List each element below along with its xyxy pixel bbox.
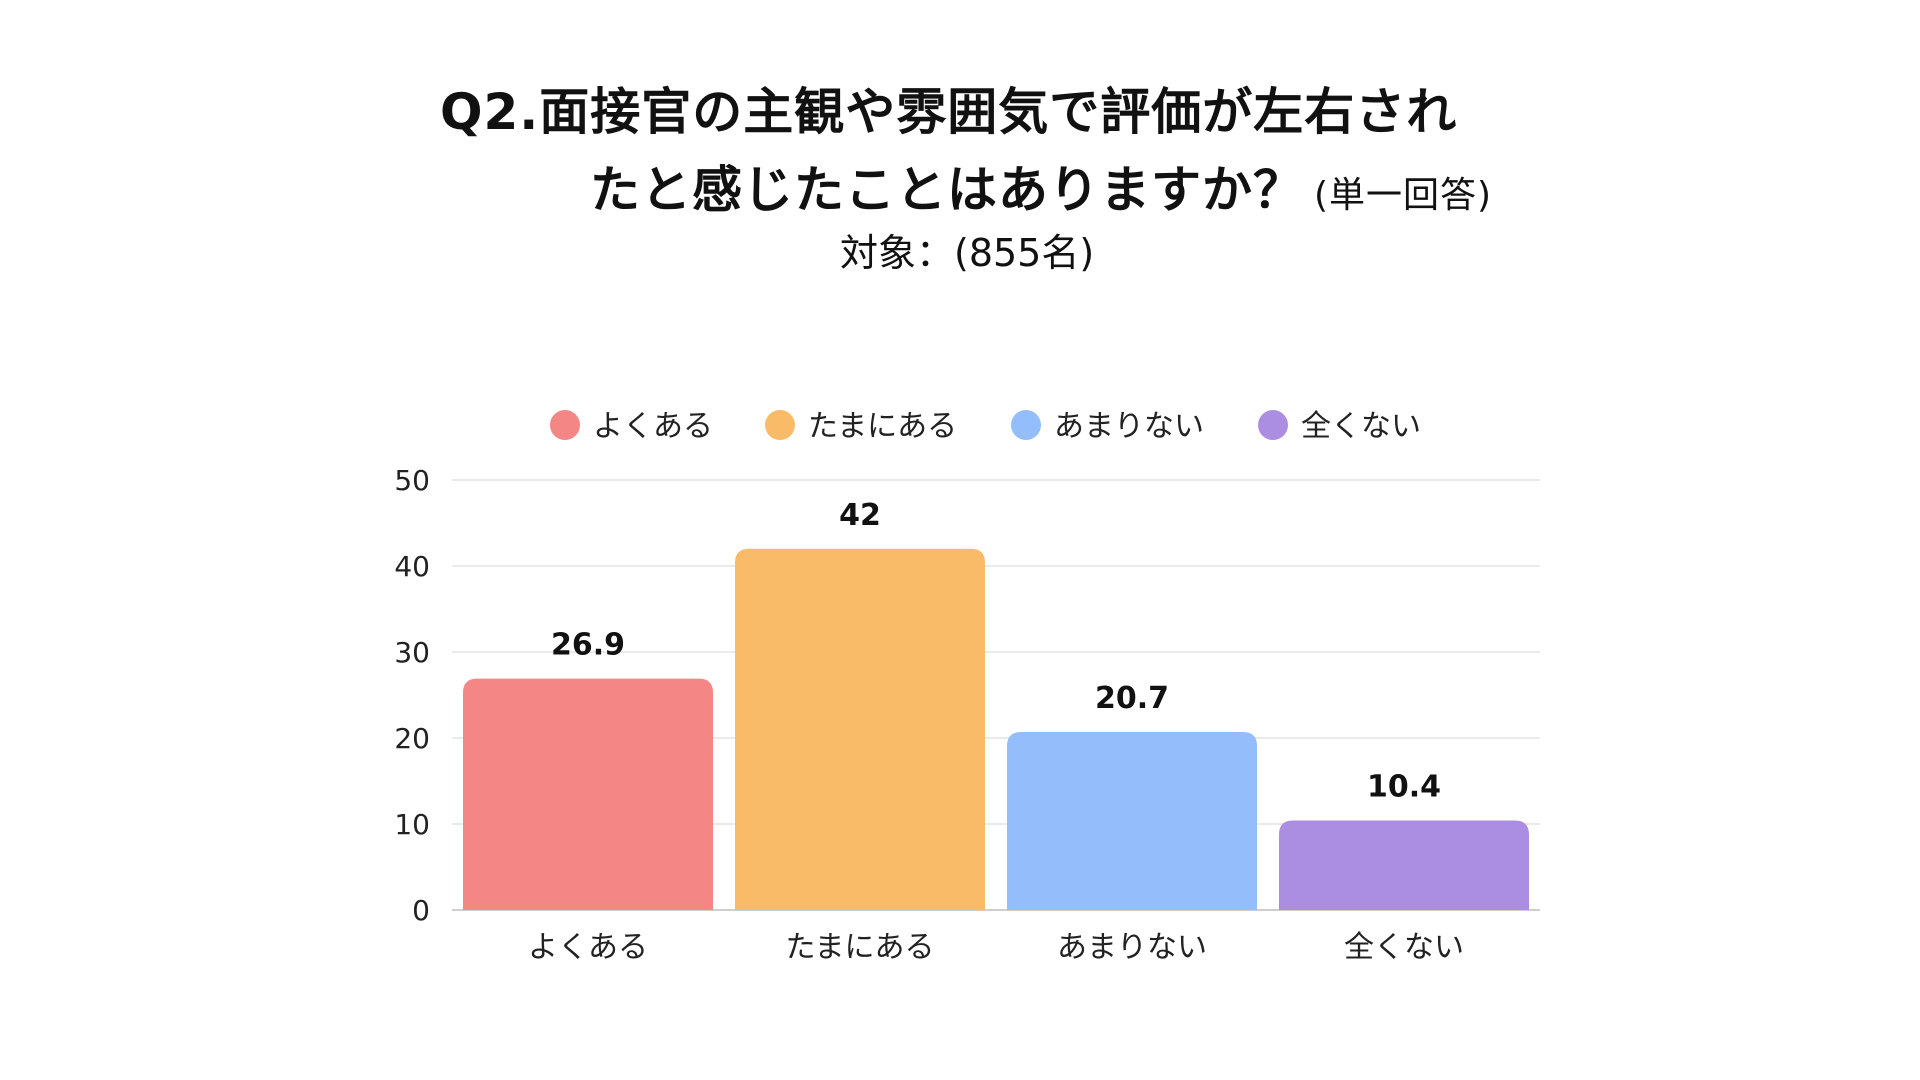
bar-1 bbox=[463, 678, 713, 910]
y-tick-label: 10 bbox=[394, 808, 430, 841]
legend-label: あまりない bbox=[1054, 409, 1204, 444]
bar-4 bbox=[1279, 820, 1529, 910]
chart-title-line2: たと感じたことはありますか？ (単一回答) bbox=[590, 150, 1690, 222]
chart-title-line1: Q2.面接官の主観や雰囲気で評価が左右され bbox=[440, 83, 1458, 141]
legend-marker bbox=[550, 410, 580, 440]
x-tick-label: よくある bbox=[528, 930, 648, 965]
value-label: 20.7 bbox=[1095, 681, 1169, 716]
chart-title-note: (単一回答) bbox=[1314, 175, 1493, 216]
legend-label: たまにある bbox=[808, 409, 957, 444]
x-tick-label: たまにある bbox=[785, 930, 934, 965]
y-tick-label: 30 bbox=[394, 636, 430, 669]
y-tick-label: 20 bbox=[394, 722, 430, 755]
y-tick-label: 40 bbox=[394, 550, 430, 583]
legend-label: よくある bbox=[593, 409, 713, 444]
x-axis-labels: よくある たまにある あまりない 全くない bbox=[528, 930, 1464, 965]
x-tick-label: 全くない bbox=[1344, 930, 1464, 965]
legend-label: 全くない bbox=[1301, 409, 1421, 444]
y-axis-ticks: 0 10 20 30 40 50 bbox=[394, 464, 430, 927]
legend: よくある たまにある あまりない 全くない bbox=[550, 409, 1421, 444]
legend-marker bbox=[1258, 410, 1288, 440]
chart-subtitle: 対象：(855名) bbox=[840, 231, 1095, 275]
y-tick-label: 0 bbox=[412, 894, 430, 927]
value-label: 26.9 bbox=[551, 628, 625, 663]
bar-2 bbox=[735, 548, 985, 910]
bar-3 bbox=[1007, 731, 1257, 910]
legend-marker bbox=[1011, 410, 1041, 440]
chart-title-line2-text: たと感じたことはありますか？ bbox=[590, 161, 1304, 219]
value-labels: 26.9 42 20.7 10.4 bbox=[551, 498, 1441, 805]
y-tick-label: 50 bbox=[394, 464, 430, 497]
value-label: 10.4 bbox=[1367, 770, 1441, 805]
value-label: 42 bbox=[839, 498, 881, 533]
x-tick-label: あまりない bbox=[1057, 930, 1207, 965]
bars bbox=[463, 548, 1529, 910]
legend-marker bbox=[765, 410, 795, 440]
